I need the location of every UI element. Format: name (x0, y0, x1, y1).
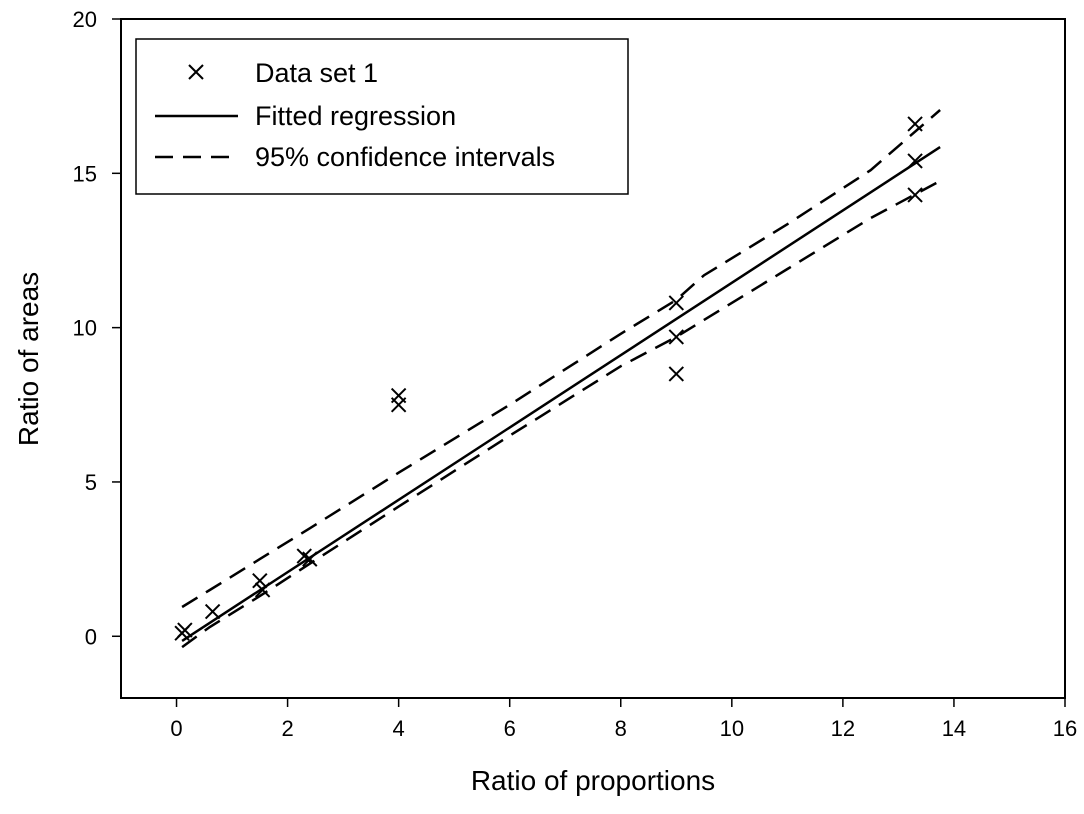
y-tick-label: 5 (85, 470, 97, 495)
data-point (668, 329, 685, 345)
data-point (907, 187, 923, 203)
confidence-interval-line (181, 179, 941, 649)
data-point (668, 295, 685, 311)
x-tick-label: 0 (170, 716, 182, 741)
y-tick-label: 10 (73, 316, 97, 341)
x-tick-label: 16 (1053, 716, 1077, 741)
x-tick-label: 4 (393, 716, 405, 741)
y-axis: 0 5 10 15 20 (73, 7, 121, 649)
y-axis-title: Ratio of areas (13, 272, 44, 446)
data-point (302, 551, 318, 567)
legend: Data set 1 Fitted regression 95% confide… (135, 38, 629, 195)
x-tick-label: 6 (504, 716, 516, 741)
data-point (177, 622, 193, 638)
plot-frame (120, 18, 1066, 699)
data-point (252, 573, 268, 589)
x-axis-title: Ratio of proportions (471, 765, 715, 796)
x-axis: 0 2 4 6 8 10 12 14 16 (170, 698, 1077, 741)
legend-label-ci: 95% confidence intervals (255, 142, 555, 172)
x-tick-label: 14 (942, 716, 966, 741)
data-point (204, 603, 221, 620)
y-tick-label: 0 (85, 624, 97, 649)
legend-marker-x (188, 64, 204, 80)
data-point (907, 153, 923, 169)
x-tick-label: 8 (615, 716, 627, 741)
x-tick-label: 2 (281, 716, 293, 741)
legend-label-fit: Fitted regression (255, 101, 456, 131)
data-point (254, 582, 271, 598)
x-tick-label: 10 (720, 716, 744, 741)
regression-line (181, 146, 941, 642)
y-tick-label: 15 (73, 161, 97, 186)
data-point (390, 397, 407, 413)
data-point (907, 116, 923, 132)
legend-label-data: Data set 1 (255, 58, 378, 88)
x-tick-label: 12 (831, 716, 855, 741)
confidence-interval-line (181, 109, 941, 609)
y-tick-label: 20 (73, 7, 97, 32)
data-points (174, 116, 923, 641)
data-point (668, 366, 685, 382)
